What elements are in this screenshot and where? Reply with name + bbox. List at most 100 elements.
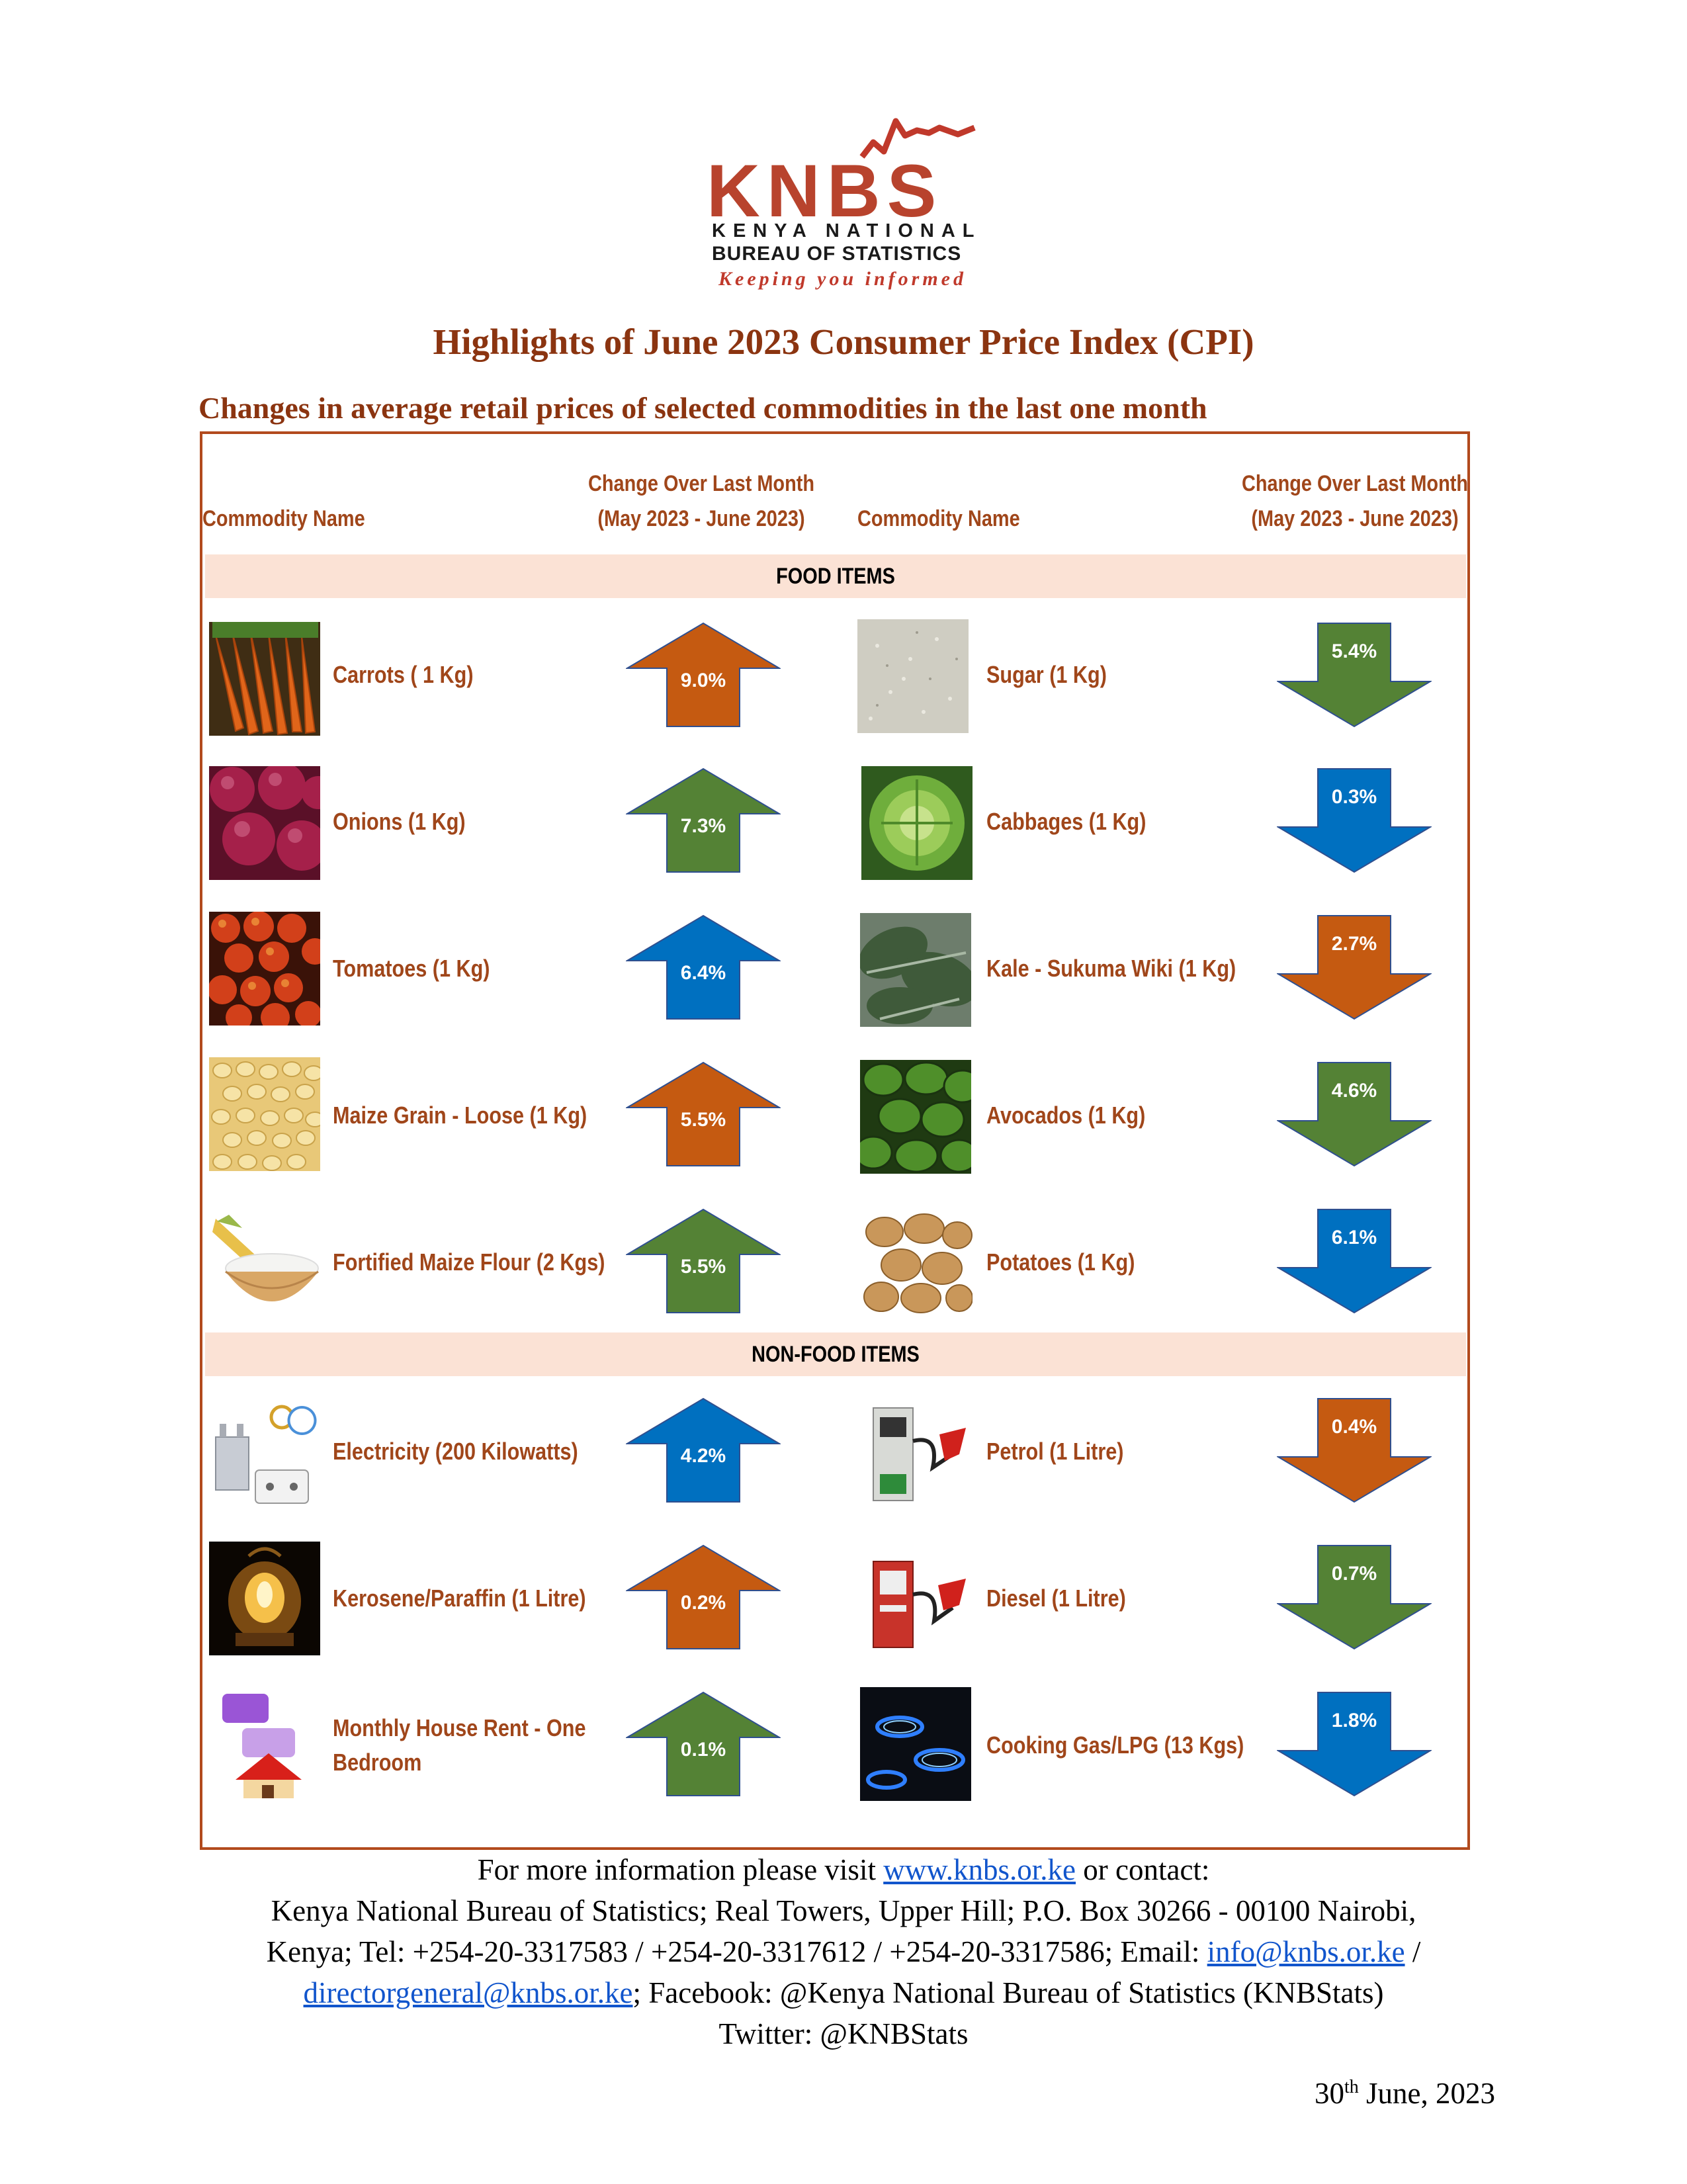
item-name-maize-grain: Maize Grain - Loose (1 Kg)	[333, 1102, 587, 1129]
footer-address-line: Kenya National Bureau of Statistics; Rea…	[271, 1894, 1416, 1927]
change-value-tomatoes: 6.4%	[680, 962, 726, 984]
change-value-kale: 2.7%	[1331, 933, 1377, 955]
arrow-up-icon	[626, 1544, 781, 1649]
carrots-photo-icon	[209, 622, 320, 736]
date-day: 30	[1314, 2077, 1344, 2110]
arrow-down-icon	[1277, 915, 1432, 1020]
commodity-table	[200, 431, 1470, 1850]
change-arrow-petrol: 0.4%	[1277, 1397, 1432, 1503]
item-name-electricity: Electricity (200 Kilowatts)	[333, 1438, 578, 1465]
item-name-avocados: Avocados (1 Kg)	[986, 1102, 1146, 1129]
change-arrow-maize-grain: 5.5%	[626, 1061, 781, 1167]
avocados-photo-icon	[860, 1060, 971, 1174]
change-arrow-tomatoes: 6.4%	[626, 914, 781, 1020]
diesel-pump-photo-icon	[860, 1542, 971, 1655]
house-rent-photo-icon	[209, 1687, 320, 1801]
logo-trend-line-icon	[859, 118, 976, 159]
arrow-down-icon	[1277, 1398, 1432, 1503]
item-name-house-rent: Monthly House Rent - One Bedroom	[333, 1714, 586, 1776]
arrow-up-icon	[626, 767, 781, 873]
electricity-photo-icon	[209, 1397, 320, 1511]
header-change-left-line1: Change Over Last Month	[587, 471, 815, 496]
logo-line2: BUREAU OF STATISTICS	[712, 243, 962, 265]
item-name-kerosene: Kerosene/Paraffin (1 Litre)	[333, 1585, 586, 1612]
gas-burner-photo-icon	[860, 1687, 971, 1801]
change-value-diesel: 0.7%	[1331, 1563, 1377, 1585]
change-arrow-sugar: 5.4%	[1277, 622, 1432, 728]
change-arrow-kerosene: 0.2%	[626, 1544, 781, 1650]
header-commodity-name-right: Commodity Name	[857, 506, 1020, 531]
nonfood-items-band: NON-FOOD ITEMS	[205, 1332, 1466, 1376]
item-name-cabbages: Cabbages (1 Kg)	[986, 808, 1146, 835]
footer-slash: /	[1405, 1935, 1421, 1968]
change-value-electricity: 4.2%	[680, 1445, 726, 1467]
publication-date: 30th June, 2023	[1315, 2076, 1495, 2111]
arrow-down-icon	[1277, 1209, 1432, 1314]
change-arrow-carrots: 9.0%	[626, 622, 781, 728]
petrol-pump-photo-icon	[860, 1395, 971, 1508]
footer-phone-text: Kenya; Tel: +254-20-3317583 / +254-20-33…	[266, 1935, 1207, 1968]
footer-line-4: directorgeneral@knbs.or.ke; Facebook: @K…	[0, 1976, 1687, 2010]
footer-visit-text: For more information please visit	[477, 1853, 884, 1886]
logo-wordmark: KNBS	[707, 150, 943, 232]
item-name-sugar: Sugar (1 Kg)	[986, 661, 1107, 688]
maize-grain-photo-icon	[209, 1057, 320, 1171]
knbs-logo: KNBS KENYA NATIONAL BUREAU OF STATISTICS…	[707, 116, 978, 294]
change-value-maize-flour: 5.5%	[680, 1256, 726, 1278]
item-name-petrol: Petrol (1 Litre)	[986, 1438, 1124, 1465]
email-info-link[interactable]: info@knbs.or.ke	[1207, 1935, 1405, 1968]
logo-tagline: Keeping you informed	[718, 268, 967, 290]
header-change-left-line2: (May 2023 - June 2023)	[597, 506, 805, 531]
arrow-up-icon	[626, 1397, 781, 1503]
arrow-down-icon	[1277, 1062, 1432, 1167]
maize-flour-photo-icon	[209, 1205, 320, 1319]
logo-line1: KENYA NATIONAL	[712, 220, 982, 241]
website-link[interactable]: www.knbs.or.ke	[883, 1853, 1076, 1886]
page-subtitle: Changes in average retail prices of sele…	[198, 391, 1207, 425]
footer-contact-text: or contact:	[1076, 1853, 1210, 1886]
header-change-right-line2: (May 2023 - June 2023)	[1251, 506, 1459, 531]
header-change-right-line1: Change Over Last Month	[1241, 471, 1469, 496]
change-value-avocados: 4.6%	[1331, 1080, 1377, 1102]
change-arrow-potatoes: 6.1%	[1277, 1208, 1432, 1314]
change-value-house-rent: 0.1%	[680, 1739, 726, 1761]
arrow-up-icon	[626, 622, 781, 727]
item-name-potatoes: Potatoes (1 Kg)	[986, 1248, 1135, 1276]
arrow-up-icon	[626, 914, 781, 1020]
arrow-up-icon	[626, 1691, 781, 1796]
change-value-sugar: 5.4%	[1331, 640, 1377, 662]
change-value-petrol: 0.4%	[1331, 1416, 1377, 1438]
nonfood-items-label: NON-FOOD ITEMS	[752, 1342, 920, 1367]
arrow-down-icon	[1277, 1692, 1432, 1797]
arrow-up-icon	[626, 1208, 781, 1313]
food-items-band: FOOD ITEMS	[205, 554, 1466, 598]
header-commodity-name-left: Commodity Name	[202, 506, 365, 531]
cabbage-photo-icon	[861, 766, 973, 880]
item-name-kale: Kale - Sukuma Wiki (1 Kg)	[986, 955, 1236, 982]
change-arrow-kale: 2.7%	[1277, 914, 1432, 1020]
item-name-diesel: Diesel (1 Litre)	[986, 1585, 1126, 1612]
change-value-carrots: 9.0%	[680, 670, 726, 691]
change-arrow-maize-flour: 5.5%	[626, 1208, 781, 1314]
change-value-onions: 7.3%	[680, 815, 726, 837]
change-value-cooking-gas: 1.8%	[1331, 1710, 1377, 1731]
item-name-onions: Onions (1 Kg)	[333, 808, 466, 835]
change-arrow-onions: 7.3%	[626, 767, 781, 873]
change-arrow-diesel: 0.7%	[1277, 1544, 1432, 1650]
arrow-down-icon	[1277, 623, 1432, 728]
footer-facebook-text: ; Facebook: @Kenya National Bureau of St…	[632, 1976, 1384, 2009]
item-name-tomatoes: Tomatoes (1 Kg)	[333, 955, 490, 982]
change-value-potatoes: 6.1%	[1331, 1227, 1377, 1248]
change-arrow-cooking-gas: 1.8%	[1277, 1691, 1432, 1797]
date-suffix: th	[1344, 2077, 1359, 2097]
item-name-cooking-gas: Cooking Gas/LPG (13 Kgs)	[986, 1731, 1244, 1759]
change-arrow-avocados: 4.6%	[1277, 1061, 1432, 1167]
email-director-link[interactable]: directorgeneral@knbs.or.ke	[303, 1976, 633, 2009]
item-name-maize-flour: Fortified Maize Flour (2 Kgs)	[333, 1248, 605, 1276]
date-rest: June, 2023	[1358, 2077, 1495, 2110]
footer-twitter-line: Twitter: @KNBStats	[718, 2017, 969, 2050]
change-value-maize-grain: 5.5%	[680, 1109, 726, 1131]
item-name-carrots: Carrots ( 1 Kg)	[333, 661, 474, 688]
arrow-down-icon	[1277, 1545, 1432, 1650]
page-title: Highlights of June 2023 Consumer Price I…	[433, 322, 1254, 362]
